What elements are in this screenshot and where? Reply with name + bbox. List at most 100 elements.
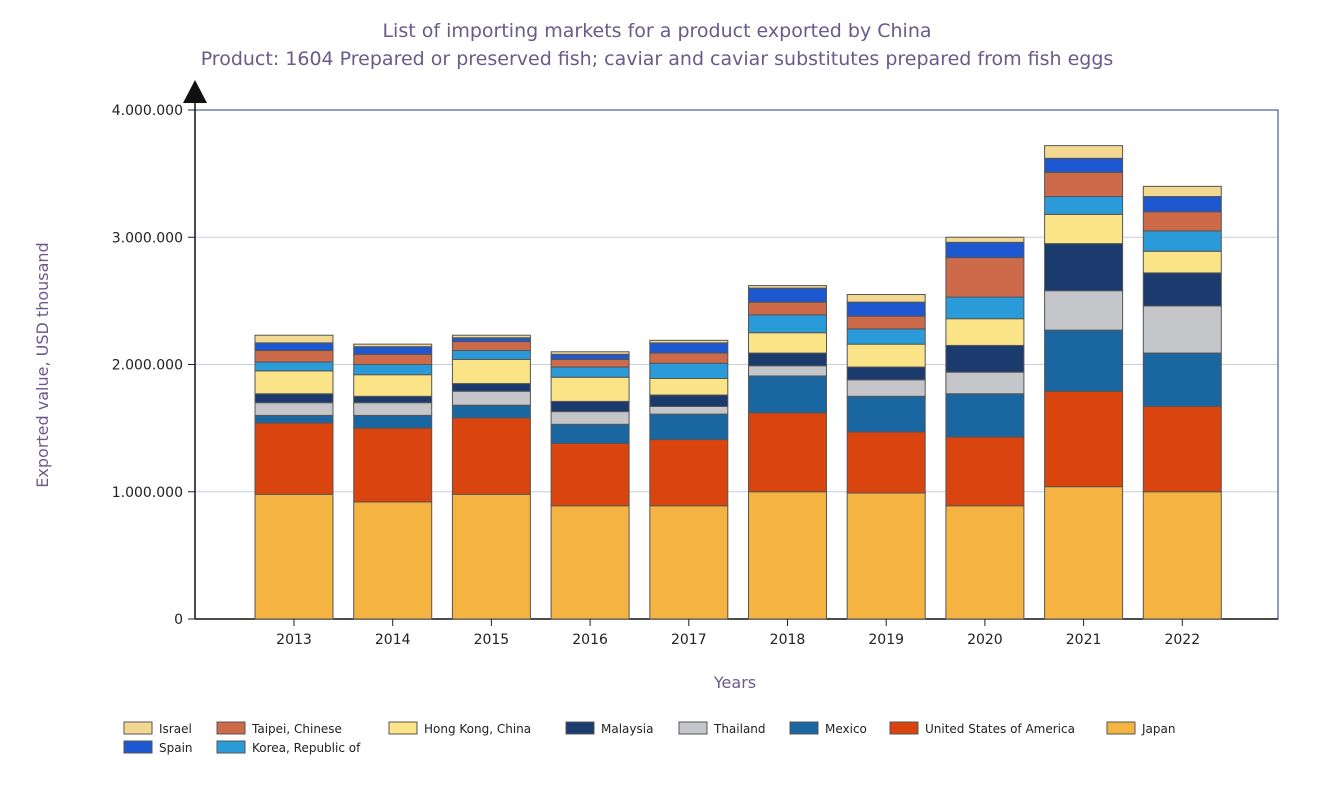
bar-segment-israel-2021 (1044, 145, 1124, 159)
bar-segment-united-states-of-america-2022 (1142, 405, 1222, 493)
bar-segment-malaysia-2022 (1142, 272, 1222, 307)
bar-segment-mexico-2022 (1142, 352, 1222, 407)
bar-segment-spain-2016 (550, 353, 630, 360)
bar-segment-taipei-chinese-2016 (550, 358, 630, 368)
bar-segment-spain-2021 (1044, 157, 1124, 173)
bar-segment-united-states-of-america-2016 (550, 442, 630, 507)
legend-label: Israel (159, 722, 192, 736)
legend-item-hong-kong-china: Hong Kong, China (388, 721, 531, 736)
bar-segment-spain-2014 (353, 346, 433, 355)
bar-segment-mexico-2018 (748, 375, 827, 414)
bar-segment-korea-republic-of-2016 (550, 366, 630, 378)
bar-segment-malaysia-2018 (748, 352, 827, 367)
x-tick-label: 2020 (967, 632, 1003, 648)
bar-segment-hong-kong-china-2019 (846, 343, 926, 368)
bar-segment-malaysia-2019 (846, 366, 926, 381)
bar-segment-united-states-of-america-2014 (353, 427, 433, 503)
bar-segment-israel-2017 (649, 339, 729, 344)
legend-item-malaysia: Malaysia (565, 721, 653, 736)
bar-segment-thailand-2018 (748, 365, 827, 377)
bar-segment-hong-kong-china-2018 (748, 332, 827, 354)
bar-segment-malaysia-2020 (945, 344, 1025, 373)
bar-segment-korea-republic-of-2017 (649, 362, 729, 379)
bar-segment-united-states-of-america-2018 (748, 412, 827, 493)
bar-segment-japan-2017 (649, 505, 729, 620)
bar-segment-thailand-2019 (846, 379, 926, 397)
legend-item-mexico: Mexico (789, 721, 867, 736)
bar-segment-mexico-2015 (451, 404, 531, 419)
legend-swatch (1106, 721, 1136, 735)
y-tick-label: 0 (174, 612, 183, 628)
y-tick-label: 3.000.000 (112, 230, 183, 246)
x-tick-label: 2018 (770, 632, 806, 648)
legend-label: Spain (159, 741, 193, 755)
bar-segment-taipei-chinese-2018 (748, 301, 827, 316)
legend-item-korea-republic-of: Korea, Republic of (216, 740, 361, 755)
legend-swatch (123, 721, 153, 735)
bar-segment-hong-kong-china-2015 (451, 358, 531, 385)
bar-segment-spain-2019 (846, 301, 926, 317)
bar-segment-mexico-2016 (550, 423, 630, 444)
x-tick-label: 2013 (276, 632, 312, 648)
legend-label: United States of America (925, 722, 1075, 736)
bar-segment-japan-2020 (945, 505, 1025, 620)
legend-item-taipei-chinese: Taipei, Chinese (216, 721, 342, 736)
bar-segment-japan-2019 (846, 492, 926, 620)
legend-label: Hong Kong, China (424, 722, 531, 736)
bar-segment-taipei-chinese-2022 (1142, 211, 1222, 232)
bar-segment-hong-kong-china-2013 (254, 370, 334, 395)
y-axis-title: Exported value, USD thousand (33, 242, 52, 487)
bar-segment-united-states-of-america-2017 (649, 439, 729, 507)
bar-segment-japan-2022 (1142, 491, 1222, 620)
legend-label: Thailand (713, 722, 766, 736)
bar-segment-japan-2021 (1044, 486, 1124, 620)
x-tick-label: 2017 (671, 632, 707, 648)
bar-segment-israel-2018 (748, 285, 827, 289)
bar-segment-korea-republic-of-2018 (748, 314, 827, 334)
bar-segment-spain-2013 (254, 342, 334, 352)
legend-swatch (216, 740, 246, 754)
legend-swatch (565, 721, 595, 735)
bar-segment-hong-kong-china-2014 (353, 374, 433, 397)
bar-segment-taipei-chinese-2020 (945, 257, 1025, 298)
x-tick-label: 2014 (375, 632, 411, 648)
bar-segment-malaysia-2013 (254, 393, 334, 404)
bar-segment-korea-republic-of-2014 (353, 364, 433, 376)
bar-segment-korea-republic-of-2022 (1142, 230, 1222, 252)
bar-segment-spain-2018 (748, 287, 827, 303)
legend-swatch (889, 721, 919, 735)
bar-segment-thailand-2021 (1044, 290, 1124, 331)
legend-label: Taipei, Chinese (251, 722, 342, 736)
bar-segment-mexico-2017 (649, 413, 729, 441)
bar-segment-hong-kong-china-2020 (945, 318, 1025, 346)
bar-segment-malaysia-2021 (1044, 243, 1124, 292)
legend-label: Korea, Republic of (252, 741, 361, 755)
bar-segment-mexico-2021 (1044, 329, 1124, 392)
x-tick-label: 2015 (474, 632, 510, 648)
x-axis-title: Years (713, 673, 756, 692)
bar-segment-united-states-of-america-2019 (846, 431, 926, 494)
bar-segment-israel-2020 (945, 236, 1025, 243)
legend-item-united-states-of-america: United States of America (889, 721, 1075, 736)
legend-item-thailand: Thailand (678, 721, 766, 736)
legend-swatch (123, 740, 153, 754)
legend-swatch (388, 721, 418, 735)
bar-segment-united-states-of-america-2020 (945, 436, 1025, 507)
bar-segment-malaysia-2016 (550, 400, 630, 413)
bar-segment-taipei-chinese-2014 (353, 353, 433, 366)
bar-segment-malaysia-2017 (649, 394, 729, 407)
chart-subtitle: Product: 1604 Prepared or preserved fish… (201, 48, 1114, 70)
bar-segment-korea-republic-of-2015 (451, 350, 531, 360)
bar-segment-hong-kong-china-2021 (1044, 213, 1124, 245)
bar-segment-japan-2018 (748, 491, 827, 620)
x-tick-label: 2019 (868, 632, 904, 648)
y-tick-label: 1.000.000 (112, 485, 183, 501)
x-tick-label: 2016 (572, 632, 608, 648)
bar-segment-japan-2015 (451, 493, 531, 620)
legend-label: Malaysia (601, 722, 653, 736)
bar-segment-korea-republic-of-2013 (254, 361, 334, 372)
x-tick-label: 2022 (1164, 632, 1200, 648)
bar-segment-taipei-chinese-2019 (846, 315, 926, 330)
